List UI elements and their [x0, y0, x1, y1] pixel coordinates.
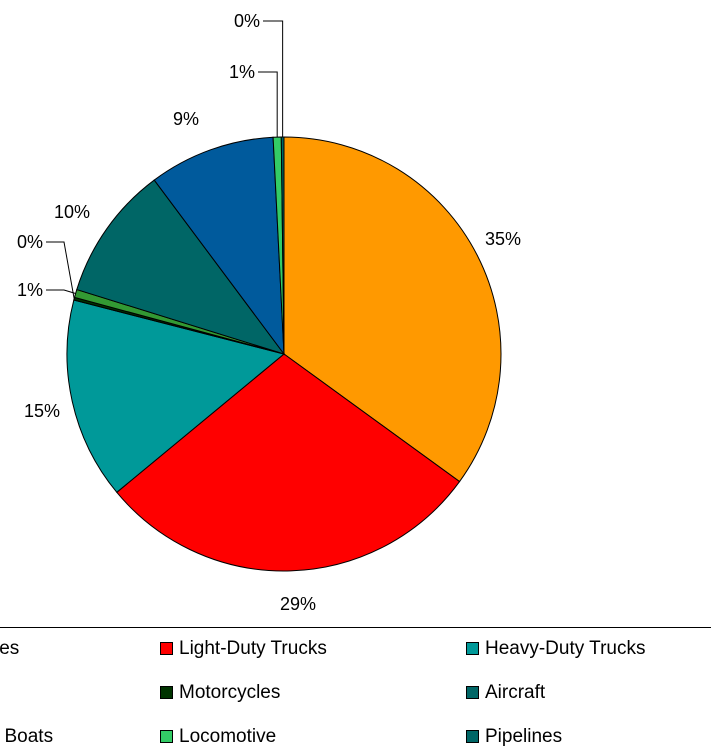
pie-slice-light-duty-trucks	[116, 353, 461, 572]
data-label-motorcycles: 0%	[17, 232, 43, 252]
legend-item-aircraft: Aircraft	[466, 681, 545, 705]
legend-item-boats: l Boats	[0, 725, 53, 749]
legend-swatch	[466, 642, 479, 655]
legend-label: Light-Duty Trucks	[179, 638, 327, 659]
legend-item-locomotive: Locomotive	[160, 725, 276, 749]
legend-swatch	[160, 642, 173, 655]
leader-line	[263, 20, 284, 138]
data-label-aircraft: 10%	[54, 202, 90, 222]
legend-divider	[0, 627, 711, 628]
data-label-boats: 1%	[17, 280, 43, 300]
pie-slice-heavy-duty-trucks	[66, 299, 286, 494]
leader-line	[46, 241, 75, 299]
legend-swatch	[160, 686, 173, 699]
legend-item-motorcycles: Motorcycles	[160, 681, 280, 705]
data-label-light-duty-vehicles: 35%	[485, 229, 521, 249]
leader-lines	[46, 20, 284, 299]
legend-swatch	[160, 730, 173, 743]
legend-label: Locomotive	[179, 726, 277, 747]
data-label-buses: 9%	[173, 109, 199, 129]
legend-item-heavy-duty-trucks: Heavy-Duty Trucks	[466, 637, 645, 661]
data-label-locomotive: 1%	[229, 62, 255, 82]
pie-slice-light-duty-vehicles	[283, 136, 502, 483]
legend-label: Pipelines	[485, 726, 563, 747]
legend-label: l Boats	[0, 726, 54, 747]
legend-label: Motorcycles	[179, 682, 281, 703]
legend-label: Heavy-Duty Trucks	[485, 638, 646, 659]
legend-swatch	[466, 730, 479, 743]
legend-label: Aircraft	[485, 682, 546, 703]
leader-line	[258, 71, 278, 138]
leader-line	[46, 289, 76, 294]
legend-item-pipelines: Pipelines	[466, 725, 562, 749]
legend-swatch	[466, 686, 479, 699]
data-label-pipelines: 0%	[234, 11, 260, 31]
pie-slice-buses	[153, 136, 285, 356]
legend-label: les	[0, 638, 20, 659]
data-label-heavy-duty-trucks: 15%	[24, 401, 60, 421]
legend-item-light-duty-vehicles: les	[0, 637, 19, 661]
legend-item-light-duty-trucks: Light-Duty Trucks	[160, 637, 327, 661]
data-labels: 35% 29% 15% 0% 1% 10% 9% 1% 0%	[17, 11, 521, 614]
pie-slice-aircraft	[76, 179, 286, 355]
pie-slices	[66, 136, 502, 572]
data-label-light-duty-trucks: 29%	[280, 594, 316, 614]
